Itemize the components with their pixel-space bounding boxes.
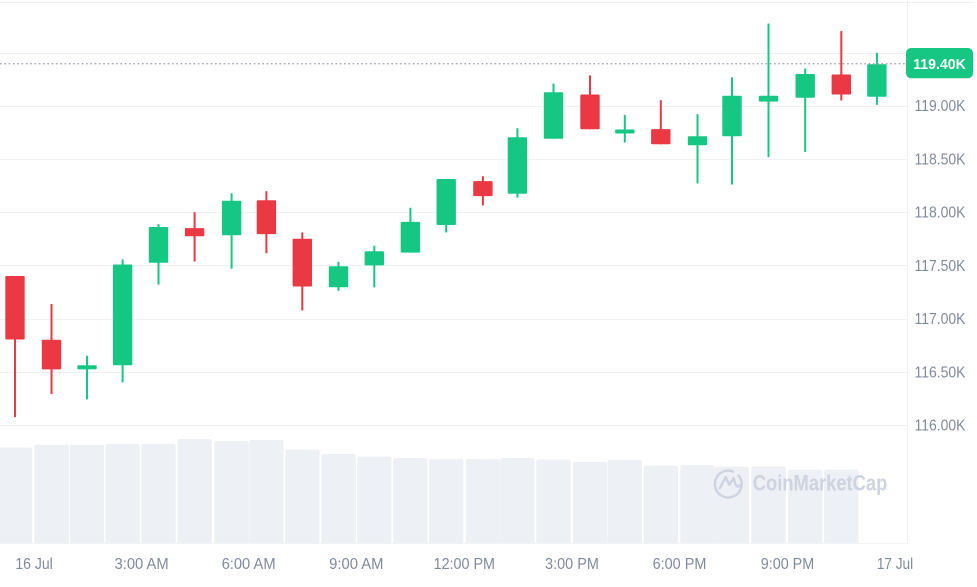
svg-text:119.40K: 119.40K: [913, 56, 966, 73]
svg-text:116.00K: 116.00K: [915, 418, 967, 435]
svg-text:9:00 AM: 9:00 AM: [329, 556, 383, 573]
svg-text:9:00 PM: 9:00 PM: [761, 556, 814, 573]
svg-text:118.50K: 118.50K: [915, 151, 967, 168]
svg-text:117.50K: 117.50K: [915, 258, 967, 275]
svg-text:3:00 PM: 3:00 PM: [545, 556, 599, 573]
svg-text:119.00K: 119.00K: [915, 98, 967, 115]
svg-text:6:00 AM: 6:00 AM: [222, 556, 276, 573]
svg-text:CoinMarketCap: CoinMarketCap: [753, 470, 888, 495]
svg-text:3:00 AM: 3:00 AM: [115, 556, 169, 573]
svg-text:16 Jul: 16 Jul: [15, 556, 52, 573]
svg-text:118.00K: 118.00K: [915, 205, 967, 222]
svg-text:6:00 PM: 6:00 PM: [653, 556, 707, 573]
svg-text:117.00K: 117.00K: [915, 311, 967, 328]
svg-text:17 Jul: 17 Jul: [877, 556, 913, 573]
svg-text:116.50K: 116.50K: [915, 364, 967, 381]
svg-text:12:00 PM: 12:00 PM: [434, 556, 495, 573]
